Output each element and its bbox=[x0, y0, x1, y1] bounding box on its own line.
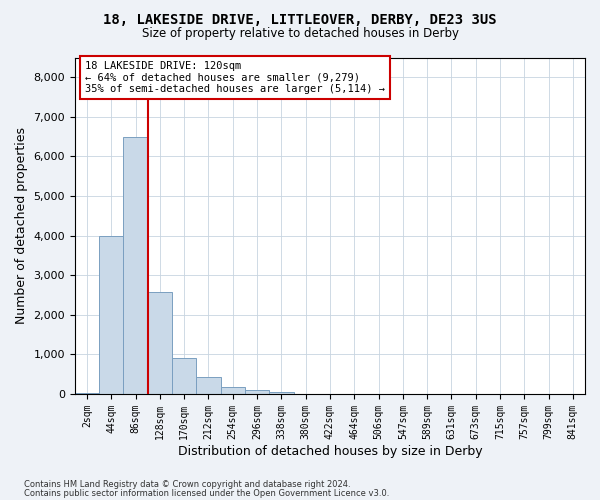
Text: Contains HM Land Registry data © Crown copyright and database right 2024.: Contains HM Land Registry data © Crown c… bbox=[24, 480, 350, 489]
X-axis label: Distribution of detached houses by size in Derby: Distribution of detached houses by size … bbox=[178, 444, 482, 458]
Text: Size of property relative to detached houses in Derby: Size of property relative to detached ho… bbox=[142, 28, 458, 40]
Text: Contains public sector information licensed under the Open Government Licence v3: Contains public sector information licen… bbox=[24, 488, 389, 498]
Text: 18 LAKESIDE DRIVE: 120sqm
← 64% of detached houses are smaller (9,279)
35% of se: 18 LAKESIDE DRIVE: 120sqm ← 64% of detac… bbox=[85, 61, 385, 94]
Bar bbox=[245, 390, 269, 394]
Bar bbox=[75, 393, 99, 394]
Text: 18, LAKESIDE DRIVE, LITTLEOVER, DERBY, DE23 3US: 18, LAKESIDE DRIVE, LITTLEOVER, DERBY, D… bbox=[103, 12, 497, 26]
Bar bbox=[124, 137, 148, 394]
Bar bbox=[172, 358, 196, 394]
Bar bbox=[196, 377, 221, 394]
Y-axis label: Number of detached properties: Number of detached properties bbox=[15, 127, 28, 324]
Bar bbox=[99, 236, 124, 394]
Bar bbox=[221, 387, 245, 394]
Bar bbox=[148, 292, 172, 394]
Bar bbox=[269, 392, 293, 394]
